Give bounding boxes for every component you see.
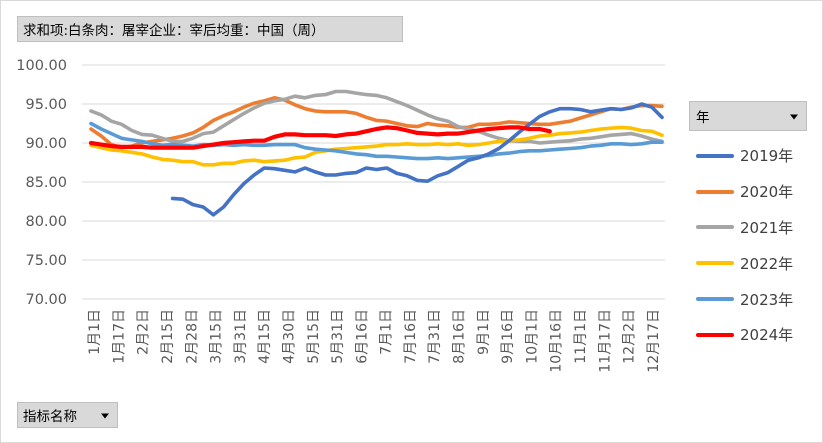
x-tick-label: 7月31日 — [427, 309, 443, 364]
legend-item[interactable]: 2024年 — [696, 317, 821, 353]
y-tick-label: 100.00 — [16, 58, 67, 74]
x-tick-label: 5月31日 — [330, 309, 346, 364]
x-tick-label: 11月1日 — [573, 309, 589, 364]
x-tick-label: 7月16日 — [403, 309, 419, 364]
x-tick-label: 6月16日 — [354, 309, 370, 364]
x-tick-label: 3月31日 — [233, 309, 249, 364]
legend-label: 2021年 — [740, 218, 794, 237]
series-line-2024年 — [88, 125, 552, 150]
x-tick-label: 4月30日 — [281, 309, 297, 364]
dropdown-arrow-icon[interactable] — [790, 114, 798, 120]
x-tick-label: 10月1日 — [524, 309, 540, 364]
series-line-2020年 — [89, 96, 664, 150]
x-tick-label: 9月1日 — [476, 309, 492, 355]
legend-swatch — [696, 189, 734, 194]
x-tick-label: 11月17日 — [597, 309, 613, 373]
legend-item[interactable]: 2022年 — [696, 245, 821, 281]
x-tick-label: 12月2日 — [622, 309, 638, 364]
x-tick-label: 2月28日 — [184, 309, 200, 364]
x-tick-label: 5月15日 — [306, 309, 322, 364]
legend-field-label: 年 — [696, 110, 710, 126]
y-tick-label: 80.00 — [25, 214, 67, 230]
y-tick-label: 90.00 — [25, 136, 67, 152]
legend-item[interactable]: 2020年 — [696, 174, 821, 210]
series-line-2022年 — [89, 125, 664, 167]
x-tick-label: 2月2日 — [136, 309, 152, 355]
x-tick-label: 10月16日 — [549, 309, 565, 373]
x-tick-label: 1月17日 — [111, 309, 127, 364]
y-tick-label: 75.00 — [25, 253, 67, 269]
series-line-2023年 — [89, 121, 664, 161]
legend-label: 2020年 — [740, 183, 794, 202]
value-field-label: 求和项:白条肉：屠宰企业：宰后均重：中国（周） — [23, 23, 325, 39]
legend-field-button[interactable]: 年 — [689, 101, 807, 131]
series-line-2021年 — [89, 89, 664, 145]
x-tick-label: 8月16日 — [452, 309, 468, 364]
legend-label: 2023年 — [740, 290, 794, 309]
legend-label: 2019年 — [740, 147, 794, 166]
value-field-button[interactable]: 求和项:白条肉：屠宰企业：宰后均重：中国（周） — [17, 16, 403, 42]
filter-field-label: 指标名称 — [23, 409, 77, 425]
x-tick-label: 4月15日 — [257, 309, 273, 364]
legend-label: 2024年 — [740, 326, 794, 345]
legend-item[interactable]: 2019年 — [696, 138, 821, 174]
filter-field-button[interactable]: 指标名称 — [17, 402, 118, 428]
y-tick-label: 85.00 — [25, 175, 67, 191]
legend-swatch — [696, 261, 734, 266]
legend-item[interactable]: 2021年 — [696, 210, 821, 246]
y-tick-label: 95.00 — [25, 97, 67, 113]
x-tick-label: 2月15日 — [160, 309, 176, 364]
x-tick-label: 9月16日 — [500, 309, 516, 364]
legend-swatch — [696, 297, 734, 302]
y-tick-label: 70.00 — [25, 292, 67, 308]
dropdown-arrow-icon[interactable] — [101, 413, 109, 419]
legend-label: 2022年 — [740, 254, 794, 273]
legend-swatch — [696, 153, 734, 158]
legend-swatch — [696, 225, 734, 230]
legend-item[interactable]: 2023年 — [696, 281, 821, 317]
x-tick-label: 3月15日 — [209, 309, 225, 364]
series-line-2019年 — [170, 102, 664, 217]
x-tick-label: 1月1日 — [87, 309, 103, 355]
x-tick-label: 12月17日 — [646, 309, 662, 373]
x-tick-label: 7月1日 — [379, 309, 395, 355]
chart-legend: 2019年 2020年 2021年 2022年 2023年 2024年 — [696, 138, 821, 353]
legend-swatch — [696, 332, 734, 337]
